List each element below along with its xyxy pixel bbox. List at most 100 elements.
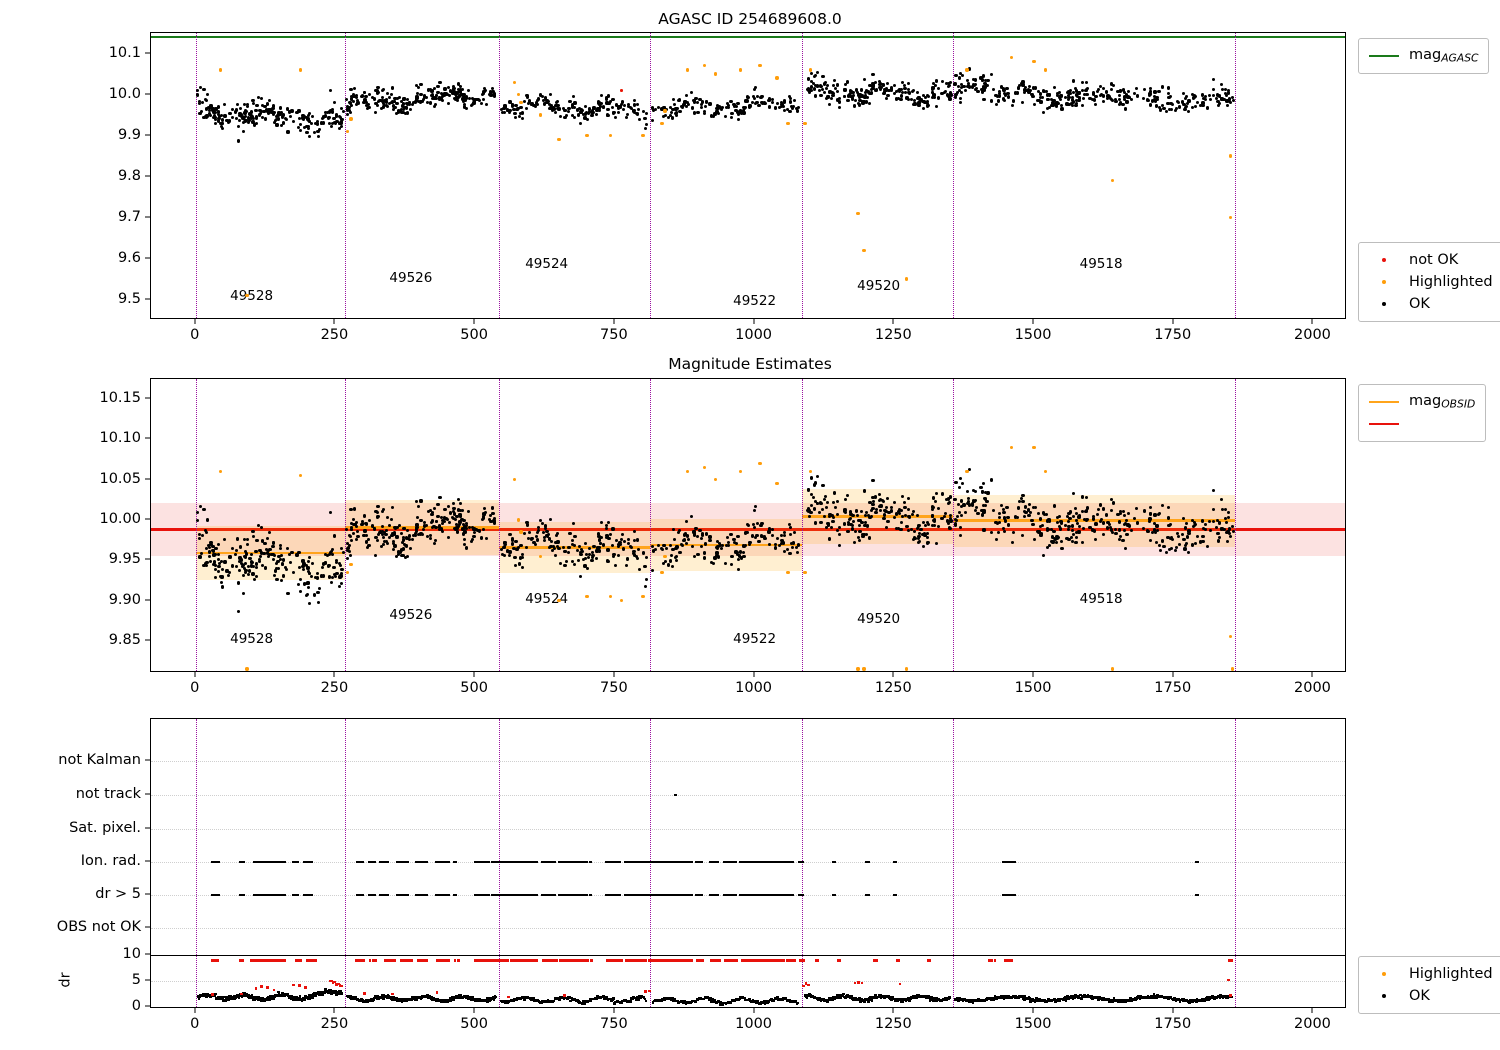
data-point-ok: [360, 93, 365, 97]
data-point-ok: [645, 112, 649, 116]
obsid-label-49524: 49524: [525, 256, 569, 272]
data-point-ok: [291, 119, 295, 123]
data-point-ok: [826, 94, 830, 99]
data-point-ok: [879, 85, 883, 89]
data-point-ok: [376, 86, 380, 90]
data-point-ok: [277, 111, 281, 115]
data-point-ok: [611, 111, 615, 115]
data-point-ok: [430, 90, 434, 94]
data-point-ok: [904, 90, 908, 94]
data-point-ok: [455, 97, 459, 101]
axes-panel1: 49528 49526 49524 49522 49520 49518: [150, 32, 1346, 319]
data-point-ok: [278, 113, 282, 117]
data-point-ok: [522, 99, 526, 103]
data-point-ok: [381, 105, 386, 109]
data-point-ok: [824, 96, 829, 101]
data-point-ok: [1185, 101, 1190, 105]
data-point-ok: [213, 122, 217, 126]
data-point-ok: [809, 89, 813, 93]
data-point-ok: [752, 88, 756, 92]
obsid-label-49528: 49528: [230, 288, 274, 304]
legend-label: magOBSID: [1409, 393, 1476, 411]
data-point-ok: [538, 93, 542, 97]
data-point-ok: [1222, 97, 1226, 102]
data-point-ok: [625, 112, 630, 116]
data-point-ok: [1114, 99, 1118, 104]
data-point-ok: [1166, 101, 1170, 106]
x-tick-mark: [473, 672, 475, 677]
data-point-ok: [896, 97, 900, 101]
data-point-ok: [872, 81, 876, 85]
data-point-ok: [1214, 96, 1218, 100]
data-point-ok: [252, 116, 256, 120]
data-point-ok: [380, 96, 384, 100]
data-point-ok: [934, 104, 939, 109]
data-point-ok: [663, 114, 667, 118]
data-point-ok: [505, 108, 509, 112]
mag-obsid-legend[interactable]: magOBSID: [1358, 384, 1487, 442]
data-point-ok: [439, 97, 443, 101]
data-point-ok: [854, 98, 858, 102]
x-tick-mark: [1172, 672, 1174, 677]
data-point-ok: [926, 104, 930, 109]
data-point-ok: [886, 81, 890, 86]
data-point-ok: [932, 95, 936, 99]
data-point-ok: [619, 102, 624, 107]
data-point-ok: [376, 89, 380, 93]
data-point-ok: [489, 93, 493, 97]
data-point-ok: [230, 107, 235, 111]
data-point-ok: [958, 76, 962, 80]
data-point-ok: [410, 103, 414, 107]
data-point-ok: [446, 86, 450, 90]
data-point-ok: [989, 99, 993, 103]
data-point-ok: [216, 110, 220, 114]
data-point-ok: [698, 98, 702, 102]
status-legend[interactable]: not OK Highlighted OK: [1358, 242, 1500, 322]
data-point-ok: [926, 95, 930, 99]
x-tick-mark: [333, 672, 335, 677]
data-point-ok: [753, 101, 757, 106]
data-point-ok: [922, 94, 926, 98]
data-point-ok: [315, 122, 320, 126]
obsid-divider: [195, 33, 197, 318]
data-point-ok: [650, 118, 655, 122]
data-point-ok: [832, 91, 836, 95]
data-point-ok: [837, 106, 841, 110]
data-point-ok: [393, 96, 397, 101]
y-tick-mark: [145, 298, 150, 299]
obsid-divider: [498, 33, 500, 318]
legend-row: OK: [1369, 293, 1493, 315]
data-point-ok: [529, 102, 533, 106]
data-point-ok: [213, 117, 217, 122]
data-point-ok: [554, 100, 558, 105]
data-point-ok: [219, 124, 223, 128]
data-point-ok: [771, 100, 775, 104]
data-point-ok: [948, 81, 952, 85]
data-point-ok: [527, 102, 531, 106]
data-point-ok: [831, 93, 835, 97]
data-point-ok: [716, 106, 720, 110]
y-tick-label: 10.05: [99, 470, 141, 487]
data-point-ok: [238, 106, 243, 110]
data-point-ok: [223, 114, 227, 118]
data-point-ok: [454, 92, 458, 96]
data-point-ok: [480, 92, 485, 96]
data-point-ok: [243, 119, 247, 123]
data-point-ok: [341, 109, 345, 113]
data-point-ok: [335, 120, 339, 124]
mag-agasc-legend[interactable]: magAGASC: [1358, 38, 1490, 74]
data-point-ok: [1207, 93, 1212, 97]
data-point-ok: [338, 115, 342, 120]
data-point-ok: [587, 107, 591, 111]
data-point-ok: [307, 112, 311, 116]
data-point-ok: [273, 121, 277, 125]
data-point-ok: [933, 83, 937, 87]
data-point-ok: [829, 96, 834, 101]
data-point-ok: [402, 107, 406, 111]
data-point-ok: [234, 108, 238, 112]
data-point-ok: [381, 101, 385, 105]
data-point-ok: [770, 97, 775, 101]
data-point-ok: [899, 94, 903, 98]
data-point-ok: [737, 112, 741, 117]
data-point-ok: [958, 71, 963, 75]
